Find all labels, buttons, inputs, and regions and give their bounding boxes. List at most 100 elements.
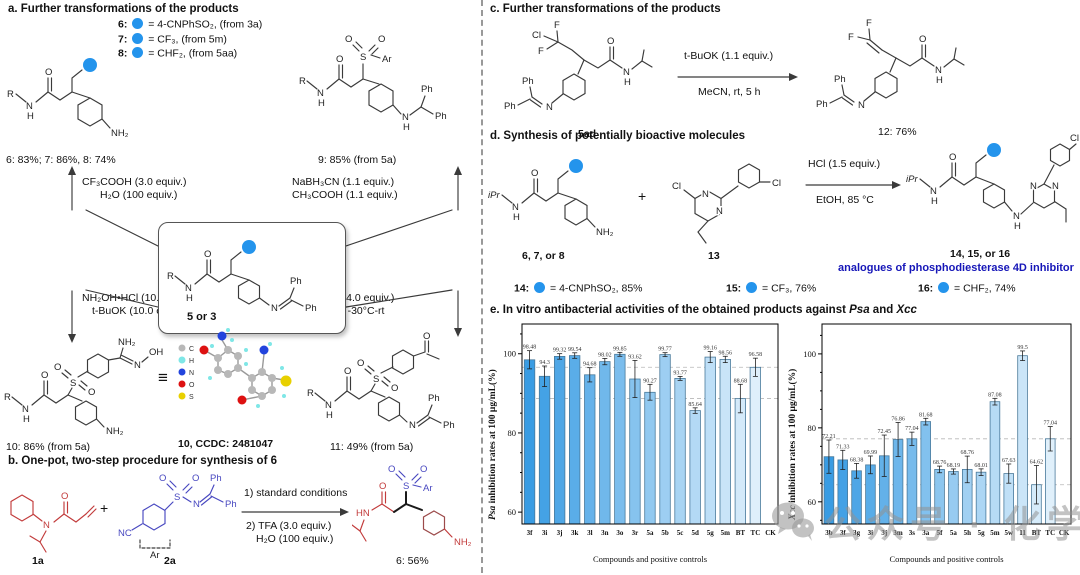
svg-text:Compounds and positive control: Compounds and positive controls [889,554,1003,564]
panel-d-title: d. Synthesis of potentially bioactive mo… [490,130,745,142]
svg-text:N: N [409,420,416,431]
panel-b-cond2: 2) TFA (3.0 equiv.) [246,520,332,532]
svg-text:S: S [403,481,409,492]
panel-c-cap-5ad: 5ad [578,128,597,140]
svg-text:5a: 5a [950,529,958,537]
svg-text:iPr: iPr [906,174,918,185]
svg-text:N: N [22,404,29,415]
svg-text:5b: 5b [661,529,669,537]
svg-text:80: 80 [508,428,517,438]
blue-dot-icon [132,47,144,58]
blue-dot-icon [987,143,1001,157]
panel-e-title: e. In vitro antibacterial activities of … [490,304,917,316]
svg-text:N: N [930,186,937,197]
svg-text:H: H [1014,221,1021,232]
svg-text:N: N [1052,181,1059,192]
svg-text:N: N [702,189,709,200]
legend-item-7: 7: = CF₃, (from 5m) [118,32,262,45]
svg-text:O: O [378,34,385,45]
svg-text:3g: 3g [853,529,861,537]
svg-text:S: S [189,394,194,401]
reagent-top-right: NaBH₃CN (1.1 equiv.) CH₃COOH (1.1 equiv.… [292,176,398,202]
svg-text:3i: 3i [542,529,548,537]
svg-text:98.56: 98.56 [719,350,733,356]
svg-text:3o: 3o [616,529,624,537]
legend-8-id: 8: [118,47,128,60]
svg-text:3l: 3l [587,529,593,537]
svg-text:N: N [402,112,409,123]
svg-text:O: O [204,249,211,260]
svg-text:O: O [189,382,195,389]
svg-text:3i: 3i [868,529,874,537]
panel-d-arrow [805,181,901,189]
svg-text:68.19: 68.19 [947,463,961,469]
svg-text:O: O [607,36,614,47]
svg-text:Ar: Ar [423,483,433,494]
svg-text:BT: BT [736,529,746,537]
svg-text:87.08: 87.08 [988,392,1002,398]
svg-text:H: H [23,414,30,425]
svg-text:O: O [88,387,95,398]
svg-text:H: H [931,196,938,207]
panel-b-title: b. One-pot, two-step procedure for synth… [8,455,277,467]
svg-text:CK: CK [765,529,776,537]
svg-text:N: N [185,283,192,294]
svg-text:5h: 5h [964,529,972,537]
svg-text:5g: 5g [707,529,715,537]
svg-text:3m: 3m [893,529,903,537]
blue-dot-icon [534,282,546,293]
svg-text:67.63: 67.63 [1002,458,1016,464]
svg-text:N: N [1030,181,1037,192]
svg-text:F: F [866,18,872,29]
panel-a-cap11: 11: 49% (from 5a) [330,441,414,453]
svg-text:O: O [423,331,430,342]
svg-text:H: H [27,111,34,122]
panel-a-title: a. Further transformations of the produc… [8,3,239,15]
svg-text:88.68: 88.68 [734,378,748,384]
svg-text:N: N [189,370,194,377]
svg-text:Ar: Ar [150,550,160,560]
svg-text:TC: TC [1045,529,1055,537]
crystal-atom-legend: C H N O S [178,344,195,401]
plus-sign: + [100,500,109,516]
svg-text:5c: 5c [677,529,684,537]
svg-text:5w: 5w [1005,529,1015,537]
svg-text:NH₂: NH₂ [596,227,614,238]
svg-text:F: F [848,32,854,43]
svg-text:N: N [317,88,324,99]
legend-6-text: = 4-CNPhSO₂, (from 3a) [148,18,263,31]
svg-text:N: N [134,360,141,371]
psa-inhibition-bar-chart: 98.48 3f 94.3 3i 99.32 3j 99.54 3k 94.68 3l 98.02 3… [500,318,783,570]
svg-text:H: H [326,410,333,421]
svg-text:94.68: 94.68 [583,362,597,368]
svg-text:5m: 5m [721,529,731,537]
svg-text:Ph: Ph [816,99,828,110]
svg-text:O: O [54,362,61,373]
panel-b-arrow [241,508,349,516]
svg-text:3f: 3f [840,529,847,537]
structure-5ad-diagram: F Cl F O N H N Ph Ph [504,20,653,113]
svg-text:N: N [271,303,278,314]
svg-text:NH₂: NH₂ [118,337,136,348]
legend-8-text: = CHF₂, (from 5aa) [148,47,238,60]
panel-a-ccdc: 10, CCDC: 2481047 [178,438,274,450]
svg-text:Ph: Ph [435,111,447,122]
panel-c-arrow [677,73,798,81]
svg-text:Cl: Cl [772,178,781,189]
svg-text:Ph: Ph [522,76,534,87]
svg-text:N: N [623,67,630,78]
svg-text:N: N [43,520,50,531]
crystal-atoms [199,328,292,408]
column-divider [481,0,483,573]
blue-dot-icon [132,32,144,44]
svg-text:N: N [546,102,553,113]
svg-text:OH: OH [149,347,163,358]
svg-text:3j: 3j [557,529,563,537]
svg-text:72.21: 72.21 [822,434,836,440]
svg-text:O: O [391,383,398,394]
blue-dot-icon [938,282,950,293]
svg-text:80: 80 [808,423,817,433]
svg-text:76.86: 76.86 [891,416,905,422]
plus-sign: + [638,188,647,204]
structure-2a-diagram: NC S O O N Ph Ph Ar [118,473,237,560]
